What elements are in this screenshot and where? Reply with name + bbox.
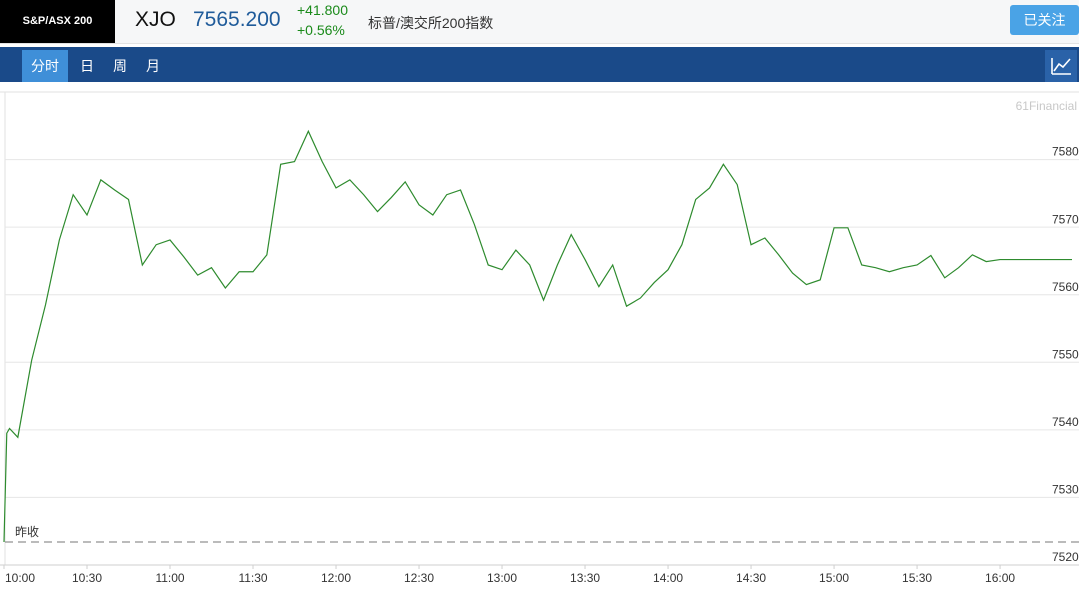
watermark: 61Financial xyxy=(1016,99,1077,113)
y-tick-label: 7550 xyxy=(1052,347,1079,361)
price-line xyxy=(3,129,1072,543)
x-tick-label: 11:30 xyxy=(238,571,267,585)
symbol: XJO xyxy=(135,8,176,31)
y-tick-label: 7580 xyxy=(1052,145,1079,159)
nav-bar: 分时 日 周 月 xyxy=(0,47,1079,82)
follow-button[interactable]: 已关注 xyxy=(1010,5,1079,35)
change-percent: +0.56% xyxy=(297,22,345,38)
x-tick-label: 15:00 xyxy=(819,571,849,585)
tab[interactable]: 分时 xyxy=(22,50,68,82)
tab[interactable]: 月 xyxy=(146,58,160,74)
x-tick-label: 10:30 xyxy=(72,571,102,585)
x-tick-label: 15:30 xyxy=(902,571,932,585)
y-tick-label: 7560 xyxy=(1052,280,1079,294)
change: +41.800 xyxy=(297,2,348,18)
price: 7565.200 xyxy=(193,8,281,31)
y-tick-label: 7570 xyxy=(1052,212,1079,226)
y-tick-label: 7530 xyxy=(1052,483,1079,497)
x-tick-label: 13:30 xyxy=(570,571,600,585)
tab[interactable]: 日 xyxy=(80,58,94,74)
x-tick-label: 10:00 xyxy=(5,571,35,585)
y-tick-label: 7520 xyxy=(1052,550,1079,564)
index-badge: S&P/ASX 200 xyxy=(0,0,115,43)
prev-close-label: 昨收 xyxy=(15,525,39,539)
x-tick-label: 12:30 xyxy=(404,571,434,585)
header: S&P/ASX 200 XJO 7565.200 +41.800 +0.56% … xyxy=(0,0,1079,44)
chart: 61Financial 7520 7530 7540 7550 7560 7570 7580… xyxy=(0,91,1079,585)
x-tick-label: 14:30 xyxy=(736,571,766,585)
y-tick-label: 7540 xyxy=(1052,415,1079,429)
x-tick-label: 12:00 xyxy=(321,571,351,585)
x-tick-label: 11:00 xyxy=(155,571,184,585)
tab[interactable]: 周 xyxy=(113,58,127,74)
x-tick-label: 13:00 xyxy=(487,571,517,585)
x-tick-label: 16:00 xyxy=(985,571,1015,585)
chart-icon xyxy=(1051,58,1071,75)
index-name: 标普/澳交所200指数 xyxy=(368,15,494,31)
x-tick-label: 14:00 xyxy=(653,571,683,585)
chart-toggle[interactable] xyxy=(1045,50,1077,82)
